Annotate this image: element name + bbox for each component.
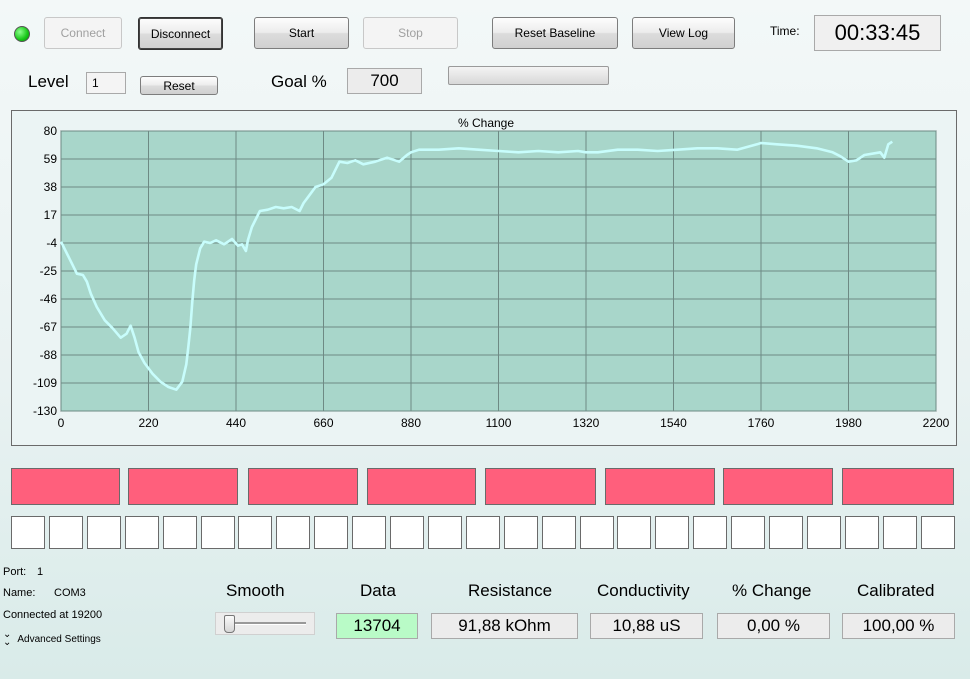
- y-tick-label: -88: [40, 348, 58, 362]
- goal-field[interactable]: 700: [347, 68, 422, 94]
- y-tick-label: -130: [33, 404, 57, 418]
- level-indicator-box: [882, 516, 917, 549]
- port-label: Port:: [3, 566, 27, 578]
- name-label: Name:: [3, 587, 36, 599]
- x-tick-label: 1100: [486, 416, 512, 430]
- calibrated-label: Calibrated: [857, 581, 935, 600]
- level-segment-block: [128, 468, 238, 505]
- level-indicator-box: [48, 516, 83, 549]
- level-indicator-box: [200, 516, 235, 549]
- goal-progress-bar: [448, 66, 609, 85]
- smooth-slider-track: [224, 622, 306, 625]
- x-tick-label: 1540: [660, 416, 687, 430]
- level-indicator-box: [276, 516, 311, 549]
- view-log-button[interactable]: View Log: [632, 17, 735, 49]
- level-segment-block: [723, 468, 833, 505]
- smooth-slider[interactable]: [215, 612, 315, 635]
- chart-title: % Change: [458, 116, 514, 130]
- y-tick-label: -109: [33, 376, 57, 390]
- level-field[interactable]: 1: [86, 72, 126, 94]
- goal-label: Goal %: [271, 72, 327, 91]
- conductivity-value: 10,88 uS: [590, 613, 703, 639]
- level-indicator-box: [579, 516, 614, 549]
- x-tick-label: 880: [401, 416, 421, 430]
- chart-panel: % Change 0 220 440 660 880 1100 1320 1540 1760 19…: [11, 110, 957, 446]
- level-segment-block: [605, 468, 715, 505]
- time-label: Time:: [770, 24, 800, 38]
- level-indicator-box: [541, 516, 576, 549]
- level-segment-block: [485, 468, 596, 505]
- x-tick-label: 0: [58, 416, 65, 430]
- connect-button[interactable]: Connect: [44, 17, 122, 49]
- stop-button[interactable]: Stop: [363, 17, 458, 49]
- data-label: Data: [360, 581, 396, 600]
- percent-change-chart: % Change 0 220 440 660 880 1100 1320 1540 1760 19…: [33, 116, 950, 430]
- level-indicator-box: [503, 516, 538, 549]
- y-tick-label: 38: [44, 180, 58, 194]
- connection-status-text: Connected at 19200: [3, 609, 103, 621]
- percent-change-label: % Change: [732, 581, 812, 600]
- y-tick-label: 17: [44, 208, 58, 222]
- x-tick-label: 1320: [573, 416, 600, 430]
- smooth-slider-thumb[interactable]: [224, 615, 235, 633]
- resistance-value: 91,88 kOhm: [431, 613, 578, 639]
- level-label: Level: [28, 72, 69, 91]
- level-indicator-box: [769, 516, 803, 549]
- level-indicator-box: [844, 516, 879, 549]
- y-tick-label: -4: [46, 236, 57, 250]
- level-indicator-box: [352, 516, 387, 549]
- level-segment-block: [367, 468, 476, 505]
- x-tick-label: 2200: [923, 416, 950, 430]
- smooth-label: Smooth: [226, 581, 285, 600]
- level-indicator-box: [427, 516, 462, 549]
- calibrated-value: 100,00 %: [842, 613, 955, 639]
- conductivity-label: Conductivity: [597, 581, 690, 600]
- x-tick-label: 1760: [748, 416, 775, 430]
- advanced-settings-toggle[interactable]: ⌄ ⌄ Advanced Settings: [3, 629, 101, 648]
- time-display: 00:33:45: [814, 15, 941, 51]
- y-tick-label: -67: [40, 320, 58, 334]
- y-tick-label: 59: [44, 152, 58, 166]
- level-reset-button[interactable]: Reset: [140, 76, 218, 95]
- y-tick-label: -46: [40, 292, 58, 306]
- disconnect-button[interactable]: Disconnect: [138, 17, 223, 50]
- percent-change-value: 0,00 %: [717, 613, 830, 639]
- connection-status-indicator: [14, 26, 30, 42]
- level-indicator-box: [162, 516, 197, 549]
- level-indicator-box: [693, 516, 728, 549]
- y-tick-label: 80: [44, 124, 58, 138]
- level-indicator-box: [238, 516, 273, 549]
- level-segment-block: [842, 468, 954, 505]
- start-button[interactable]: Start: [254, 17, 349, 49]
- percent-change-series-line: [59, 140, 894, 392]
- level-indicator-box: [11, 516, 45, 549]
- resistance-label: Resistance: [468, 581, 553, 600]
- level-indicator-box: [390, 516, 424, 549]
- x-tick-label: 660: [313, 416, 333, 430]
- level-indicator-box: [314, 516, 349, 549]
- x-tick-label: 1980: [835, 416, 862, 430]
- x-tick-label: 220: [138, 416, 158, 430]
- level-indicator-box: [617, 516, 652, 549]
- chevron-down-icon: ⌄ ⌄: [3, 629, 12, 648]
- level-indicator-box: [806, 516, 841, 549]
- y-tick-label: -25: [40, 264, 58, 278]
- level-indicator-box: [731, 516, 766, 549]
- level-indicator-box: [655, 516, 690, 549]
- level-indicator-box: [86, 516, 121, 549]
- level-segment-block: [11, 468, 120, 505]
- name-value: COM3: [54, 587, 86, 599]
- reset-baseline-button[interactable]: Reset Baseline: [492, 17, 618, 49]
- level-indicator-box: [124, 516, 159, 549]
- advanced-settings-label: Advanced Settings: [17, 633, 101, 645]
- data-value: 13704: [336, 613, 418, 639]
- x-tick-label: 440: [226, 416, 246, 430]
- level-indicator-box: [465, 516, 500, 549]
- level-segment-block: [248, 468, 358, 505]
- port-value: 1: [37, 566, 44, 578]
- level-indicator-box: [920, 516, 955, 549]
